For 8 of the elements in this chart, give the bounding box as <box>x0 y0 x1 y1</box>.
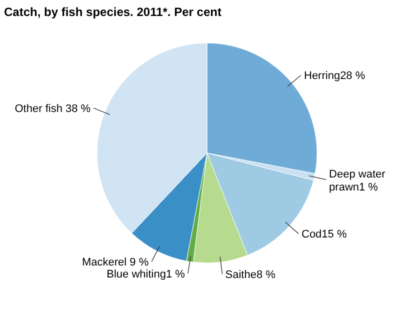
slice-label: Mackerel 9 % <box>82 256 149 269</box>
slice-label: Saithe8 % <box>225 269 276 282</box>
slice-label: Deep water prawn1 % <box>329 168 386 194</box>
chart-title: Catch, by fish species. 2011*. Per cent <box>4 5 222 19</box>
slice-label: Other fish 38 % <box>14 103 91 116</box>
slice-label: Herring28 % <box>304 70 366 82</box>
slice-label: Blue whiting1 % <box>106 268 186 280</box>
slice-label: Cod15 % <box>302 228 347 241</box>
